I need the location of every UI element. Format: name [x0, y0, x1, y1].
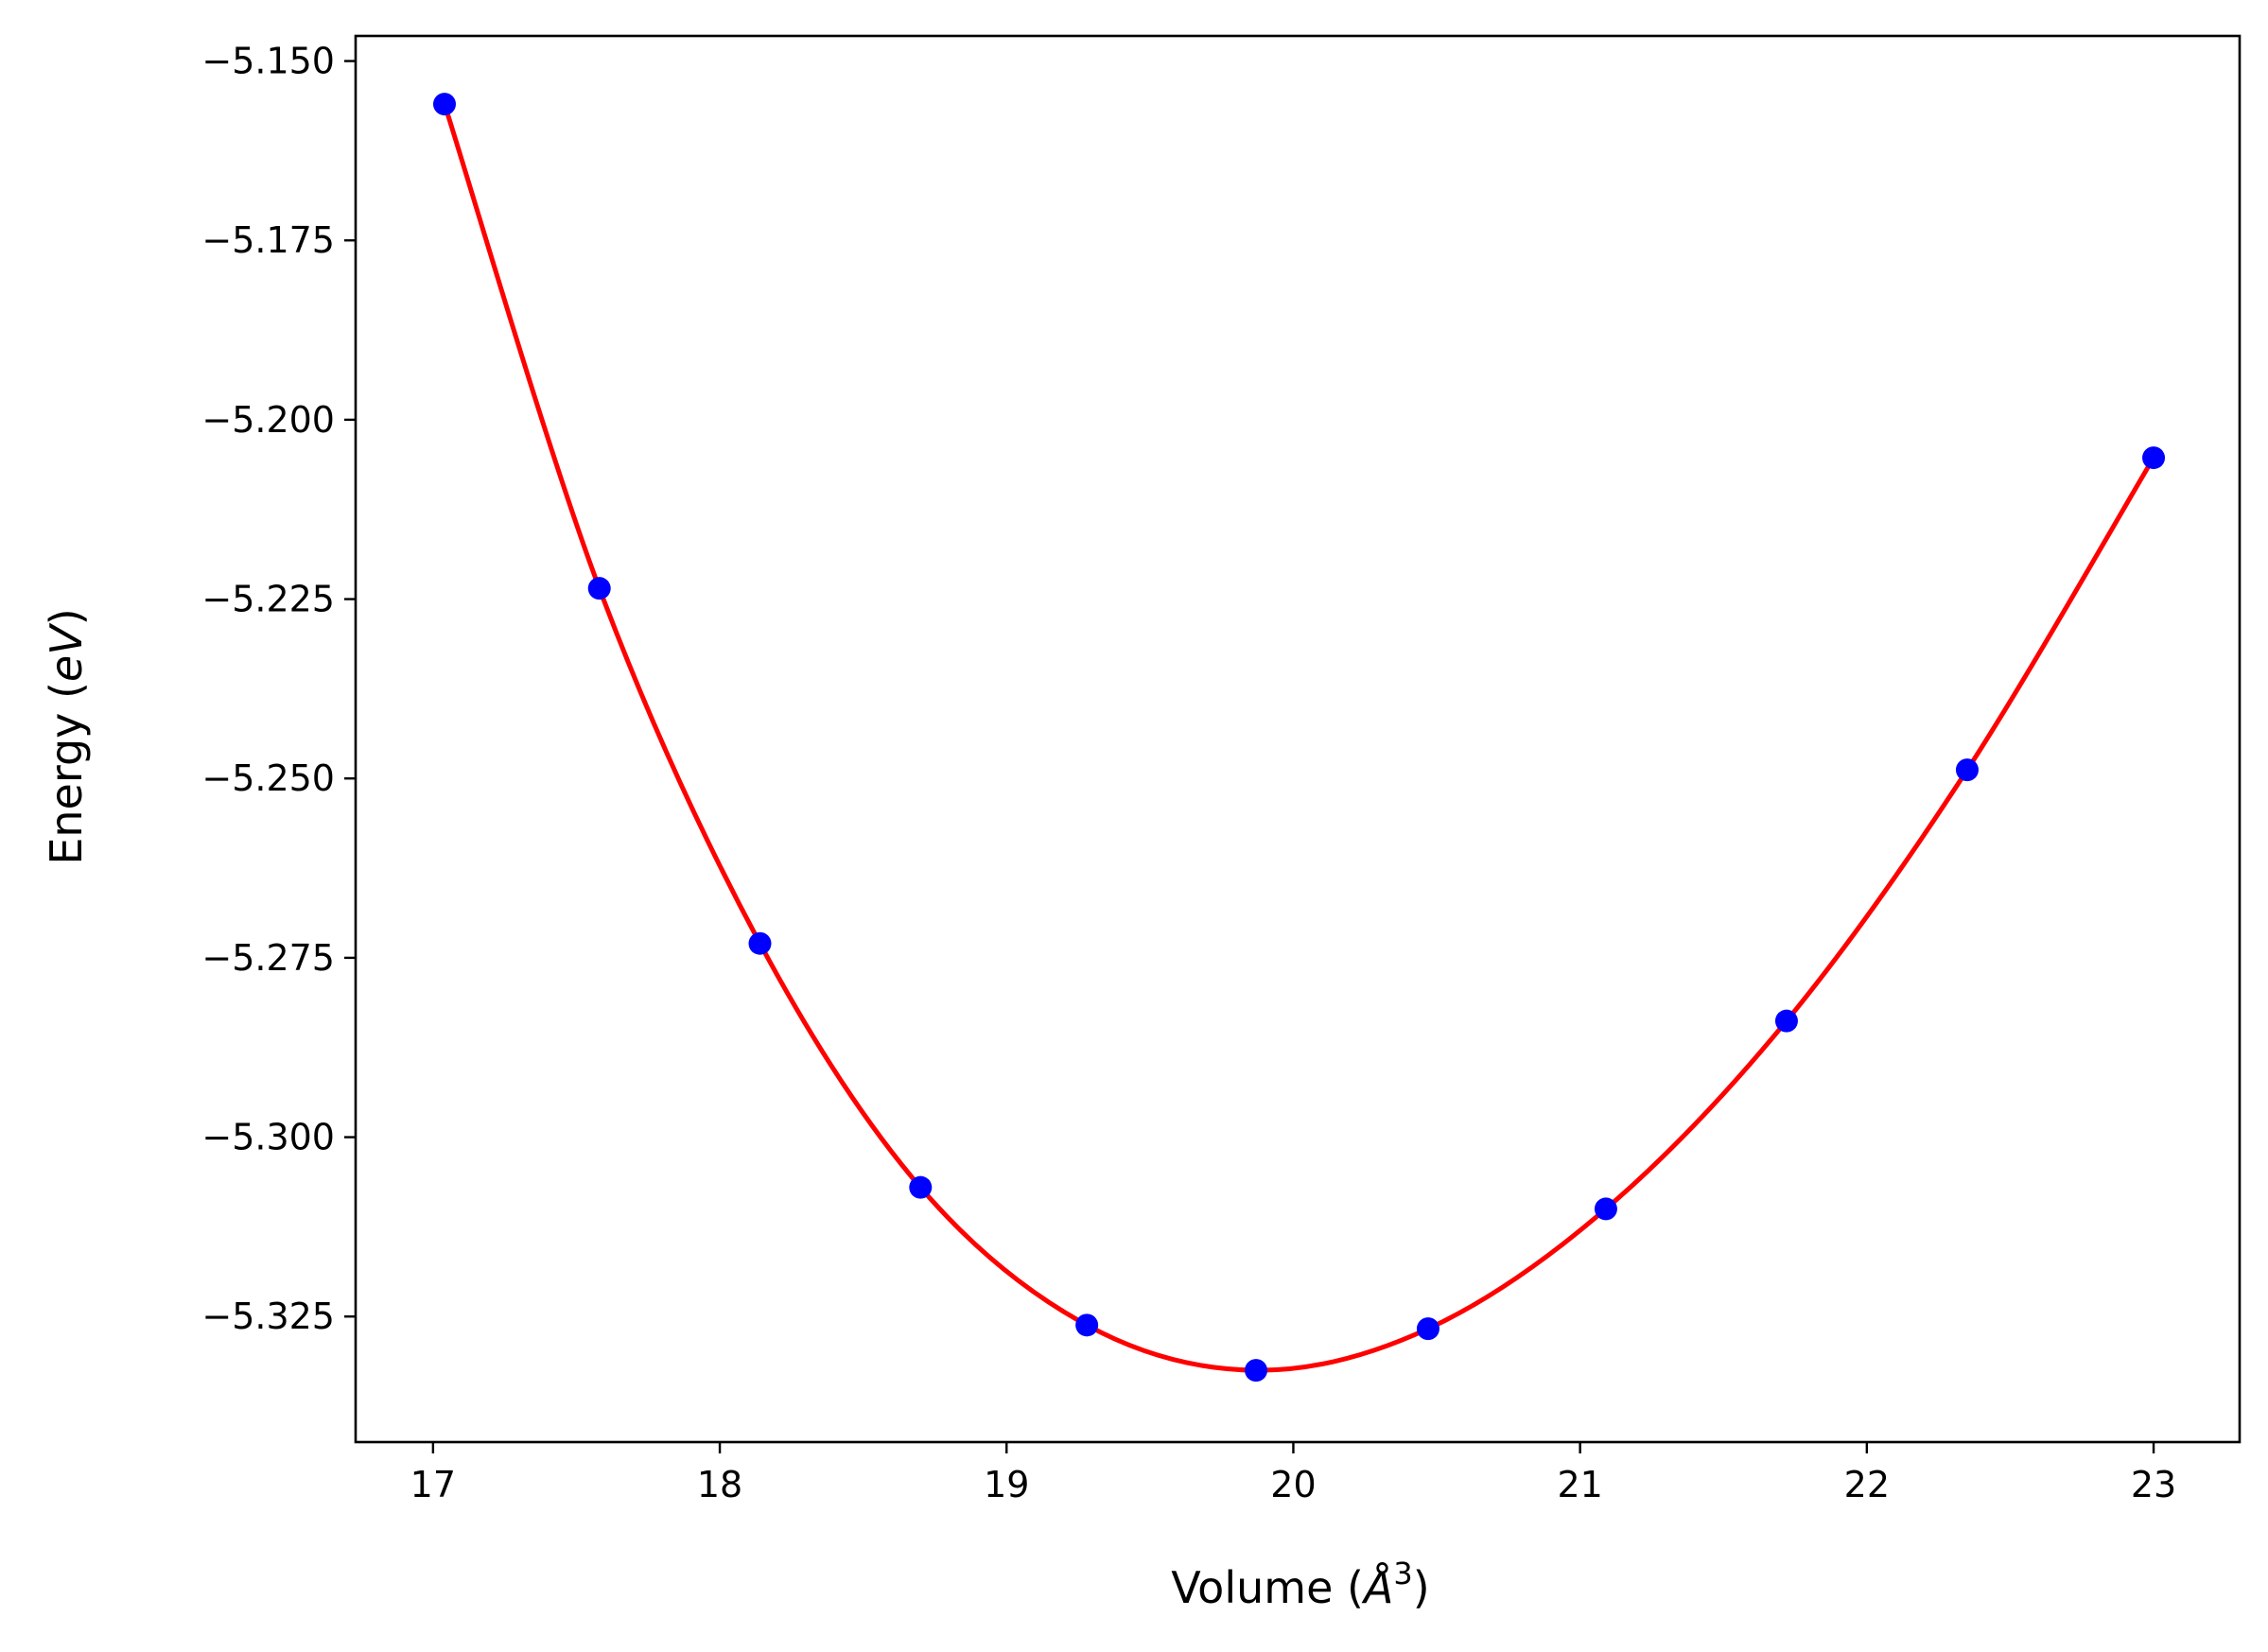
x-axis-label-prefix: Volume ( — [1171, 1562, 1364, 1613]
y-axis-label: Energy (eV) — [41, 608, 92, 864]
y-tick-label: −5.175 — [201, 219, 335, 261]
y-tick-label: −5.250 — [201, 757, 335, 799]
x-axis-label-suffix: ) — [1413, 1562, 1430, 1613]
data-point — [1416, 1317, 1439, 1341]
y-axis-ticks: −5.150 −5.175 −5.200 −5.225 −5.250 −5.275 −5.3… — [201, 41, 356, 1337]
plot-area — [356, 36, 2240, 1442]
data-point — [1774, 1009, 1798, 1033]
x-tick-label: 23 — [2131, 1464, 2176, 1505]
data-point — [1075, 1313, 1099, 1337]
data-point — [909, 1175, 933, 1199]
y-tick-label: −5.325 — [201, 1296, 335, 1337]
data-point — [1955, 758, 1979, 782]
data-point — [2142, 446, 2166, 470]
x-tick-label: 21 — [1557, 1464, 1602, 1505]
data-point — [432, 93, 456, 116]
x-axis-label-superscript: 3 — [1393, 1556, 1412, 1591]
x-axis-label: Volume (Å3) — [1171, 1556, 1429, 1613]
fit-curve — [442, 103, 2156, 1373]
y-tick-label: −5.200 — [201, 399, 335, 441]
y-tick-label: −5.300 — [201, 1117, 335, 1158]
y-tick-label: −5.225 — [201, 579, 335, 620]
y-axis-label-prefix: Energy ( — [41, 682, 92, 865]
x-axis-ticks: 17 18 19 20 21 22 23 — [410, 1442, 2176, 1505]
y-tick-label: −5.150 — [201, 41, 335, 82]
y-tick-label: −5.275 — [201, 937, 335, 979]
y-axis-label-suffix: ) — [41, 608, 92, 625]
y-axis-label-unit: eV — [41, 622, 92, 682]
x-tick-label: 20 — [1270, 1464, 1316, 1505]
data-points — [432, 93, 2166, 1382]
data-point — [1594, 1197, 1617, 1221]
x-tick-label: 18 — [697, 1464, 742, 1505]
data-point — [748, 931, 772, 955]
x-tick-label: 22 — [1844, 1464, 1890, 1505]
x-tick-label: 17 — [410, 1464, 456, 1505]
x-axis-label-symbol: Å — [1361, 1562, 1393, 1613]
data-point — [587, 577, 611, 600]
x-tick-label: 19 — [984, 1464, 1029, 1505]
data-point — [1245, 1359, 1268, 1382]
plot-frame — [354, 34, 2242, 1444]
